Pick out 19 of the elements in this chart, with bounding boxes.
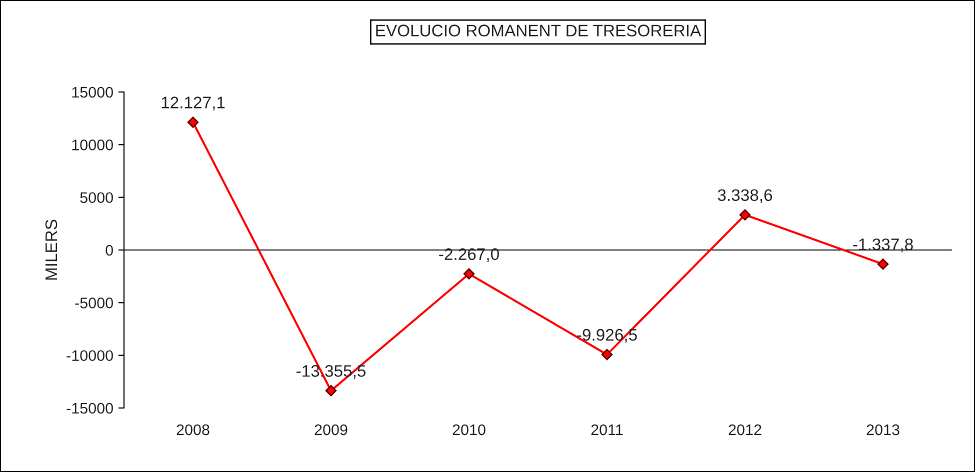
x-tick-label: 2012 [728, 424, 762, 436]
y-tick-label: 15000 [72, 86, 113, 98]
y-tick-label: -15000 [66, 402, 113, 414]
y-tick-label: -10000 [66, 350, 113, 362]
x-tick-label: 2008 [176, 424, 210, 436]
y-tick-label: 0 [106, 244, 113, 256]
data-label: -1.337,8 [853, 238, 913, 252]
x-tick-label: 2010 [452, 424, 486, 436]
x-tick-label: 2011 [591, 424, 623, 436]
data-label: 12.127,1 [162, 96, 225, 110]
y-tick-label: -5000 [75, 298, 113, 308]
data-label: 3.338,6 [718, 189, 772, 203]
y-axis-title: MILERS [45, 220, 58, 280]
x-tick-label: 2013 [866, 424, 900, 436]
data-label: -2.267,0 [439, 248, 499, 262]
y-tick-label: 10000 [72, 140, 113, 150]
y-tick-label: 5000 [80, 192, 113, 204]
chart-title: EVOLUCIO ROMANENT DE TRESORERIA [376, 24, 702, 36]
x-tick-label: 2009 [314, 424, 348, 436]
